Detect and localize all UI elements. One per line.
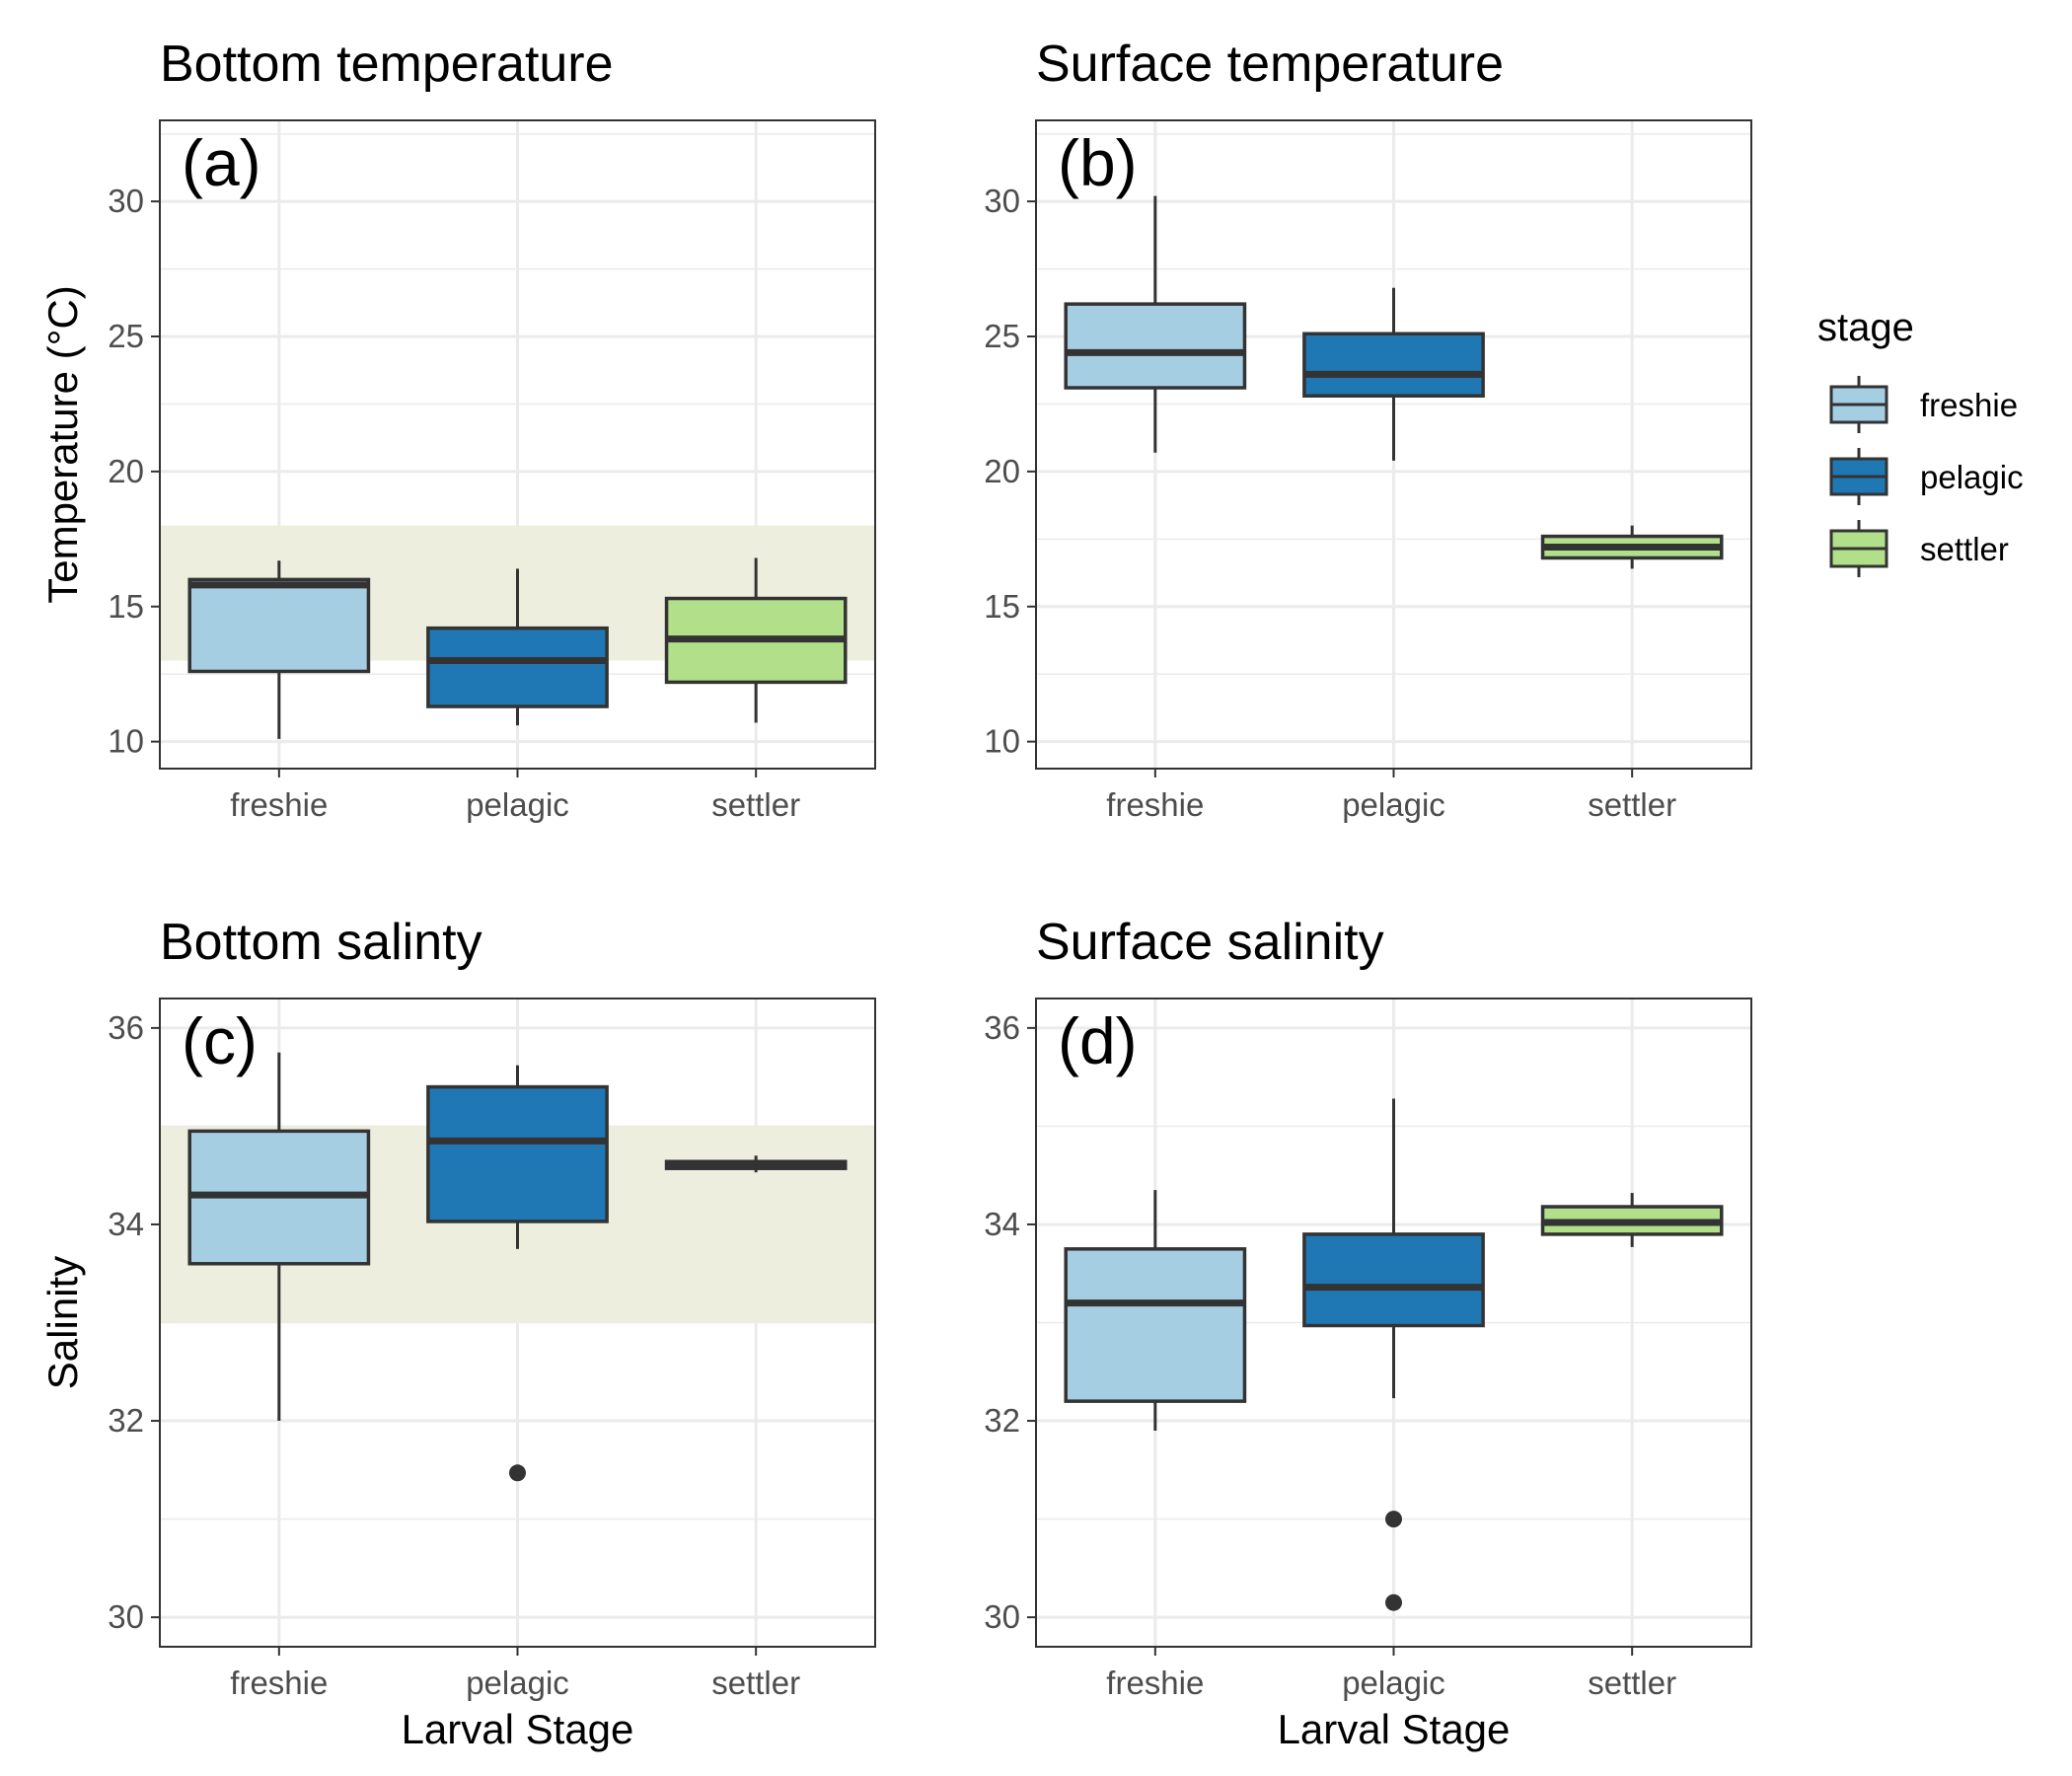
legend-item-pelagic: pelagic (1829, 448, 2024, 505)
y-tick-label: 30 (984, 1598, 1020, 1635)
box-body (426, 1084, 609, 1223)
box-body (1302, 1232, 1485, 1328)
box-pelagic (1302, 1098, 1485, 1611)
y-tick-label: 36 (984, 1009, 1020, 1046)
y-tick-label: 10 (108, 723, 144, 760)
panel-tag: (b) (1058, 126, 1138, 199)
outlier-point (509, 1464, 526, 1482)
legend-item-freshie: freshie (1829, 376, 2018, 433)
legend-title: stage (1817, 306, 1914, 349)
y-tick-label: 10 (984, 723, 1020, 760)
y-tick-label: 25 (984, 318, 1020, 354)
y-tick-label: 20 (984, 453, 1020, 489)
legend-label: pelagic (1920, 459, 2024, 495)
x-tick-label: settler (1588, 786, 1676, 823)
x-tick-label: pelagic (1342, 1665, 1445, 1701)
outlier-point (1385, 1593, 1402, 1611)
panel-d: 30 32 34 36 freshie pelagic settler Surface sal… (984, 914, 1752, 1752)
box-body (187, 577, 371, 674)
panels-layer: 10 15 20 25 30 freshie pelagic settler Bottom te… (39, 36, 1752, 1752)
x-tick-label: pelagic (466, 1665, 569, 1701)
box-pelagic (1302, 287, 1485, 461)
y-tick-label: 32 (108, 1402, 144, 1439)
box-pelagic (426, 568, 609, 726)
y-tick-label: 30 (108, 183, 144, 219)
x-axis-title: Larval Stage (1278, 1706, 1511, 1752)
x-tick-label: freshie (1106, 1665, 1204, 1701)
x-axis-title: Larval Stage (402, 1706, 634, 1752)
legend-item-settler: settler (1829, 520, 2009, 577)
panel-title: Bottom temperature (160, 36, 614, 93)
panel-tag: (d) (1058, 1004, 1138, 1077)
y-axis-title: Temperature (°C) (39, 285, 86, 604)
box-freshie (1064, 195, 1247, 453)
box-body (1064, 302, 1247, 390)
x-tick-label: freshie (230, 1665, 328, 1701)
box-freshie (1064, 1190, 1247, 1431)
box-freshie (187, 560, 371, 739)
box-body (1064, 1247, 1247, 1403)
panel-title: Bottom salinty (160, 914, 482, 971)
y-tick-label: 30 (984, 183, 1020, 219)
x-tick-label: freshie (1106, 786, 1204, 823)
y-tick-label: 15 (108, 588, 144, 625)
box-body (426, 626, 609, 708)
panel-title: Surface salinity (1036, 914, 1384, 971)
y-tick-label: 36 (108, 1009, 144, 1046)
box-settler (664, 1155, 848, 1173)
legend-items: freshie pelagic settler (1829, 376, 2024, 577)
panel-b: 10 15 20 25 30 freshie pelagic settler Surface t… (984, 36, 1752, 823)
outlier-point (1385, 1511, 1402, 1528)
legend-label: freshie (1920, 387, 2018, 423)
box-settler (664, 557, 848, 723)
panel-tag: (a) (182, 126, 261, 199)
y-tick-label: 34 (984, 1206, 1020, 1242)
x-tick-label: settler (711, 786, 800, 823)
x-tick-label: pelagic (1342, 786, 1445, 823)
x-tick-label: settler (711, 1665, 800, 1701)
y-tick-label: 34 (108, 1206, 144, 1242)
x-tick-label: freshie (230, 786, 328, 823)
y-tick-label: 32 (984, 1402, 1020, 1439)
y-tick-label: 30 (108, 1598, 144, 1635)
panel-tag: (c) (182, 1004, 258, 1077)
box-pelagic (426, 1065, 609, 1482)
box-freshie (187, 1052, 371, 1422)
box-settler (1540, 525, 1724, 569)
y-axis-title: Salinity (39, 1256, 86, 1389)
panel-c: 30 32 34 36 freshie pelagic settler Bottom sali… (39, 914, 876, 1752)
panel-title: Surface temperature (1036, 36, 1504, 93)
x-tick-label: pelagic (466, 786, 569, 823)
y-tick-label: 15 (984, 588, 1020, 625)
y-tick-label: 25 (108, 318, 144, 354)
box-settler (1540, 1193, 1724, 1247)
legend: stage freshie pelagic settler (1817, 306, 2024, 577)
box-body (1302, 332, 1485, 398)
panel-a: 10 15 20 25 30 freshie pelagic settler Bottom te… (39, 36, 876, 823)
y-tick-label: 20 (108, 453, 144, 489)
x-tick-label: settler (1588, 1665, 1676, 1701)
legend-label: settler (1920, 531, 2009, 567)
